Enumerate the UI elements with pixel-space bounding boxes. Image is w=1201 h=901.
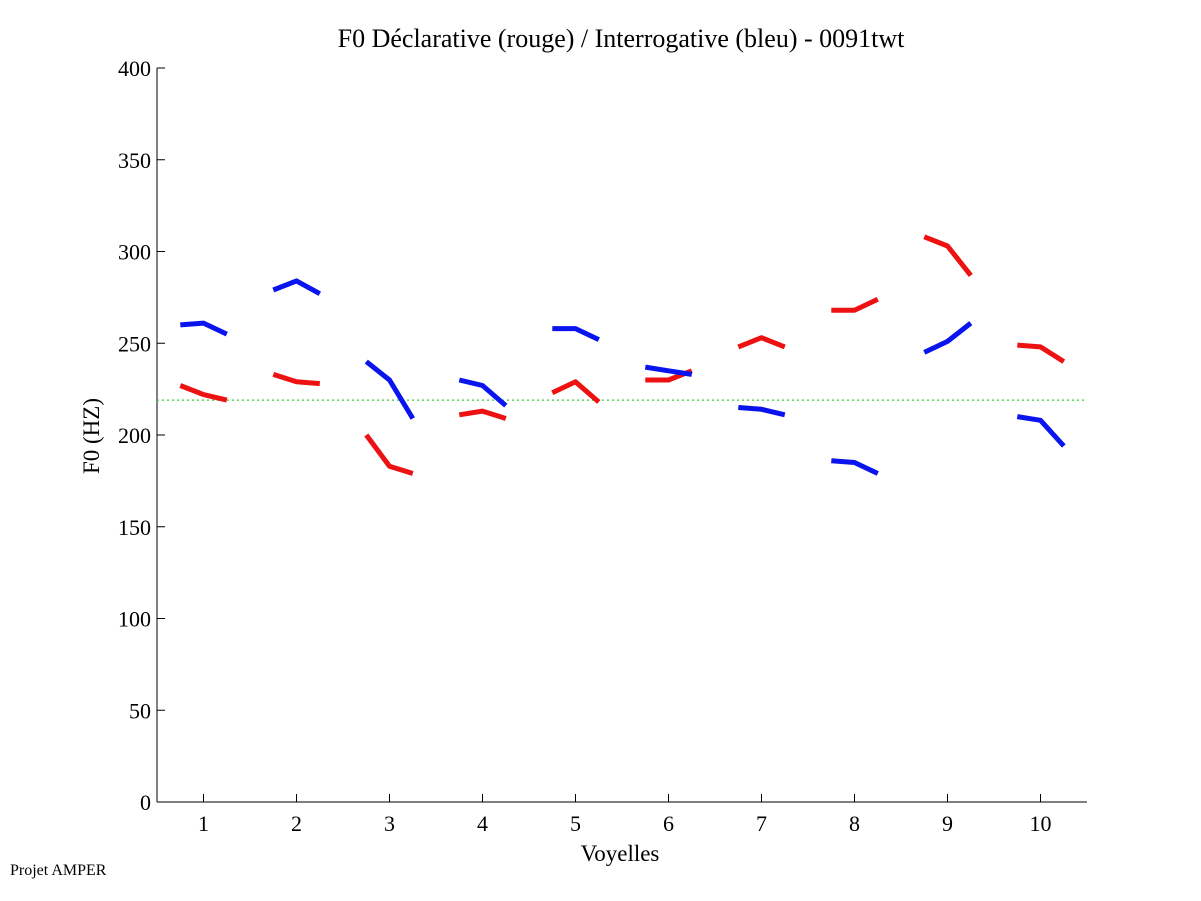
interrogative-segment-vowel-4 (458, 377, 508, 408)
declarative-segment-vowel-10 (1017, 342, 1066, 364)
interrogative-segment-vowel-7 (738, 405, 786, 418)
plot-area: 0 50 100 150 200 250 300 350 400 1 2 3 4 5 6 7 8 9 10 (118, 56, 1087, 836)
interrogative-segment-vowel-8 (831, 458, 879, 476)
x-tick-label: 6 (663, 811, 674, 836)
declarative-segment-vowel-8 (831, 296, 879, 313)
interrogative-segment-vowel-3 (364, 359, 415, 420)
x-tick-label: 9 (942, 811, 953, 836)
x-tick-label: 3 (384, 811, 395, 836)
y-axis-label: F0 (HZ) (79, 398, 104, 474)
declarative-segment-vowel-1 (179, 383, 228, 403)
interrogative-segment-vowel-9 (923, 321, 973, 355)
declarative-segment-vowel-3 (364, 433, 414, 476)
x-tick-label: 10 (1030, 811, 1052, 836)
y-tick-label: 400 (118, 56, 151, 81)
y-tick-label: 0 (140, 790, 151, 815)
interrogative-segment-vowel-6 (644, 364, 693, 377)
x-tick-label: 7 (756, 811, 767, 836)
declarative-segment-vowel-9 (923, 234, 973, 277)
x-axis-label: Voyelles (581, 841, 660, 866)
x-tick-label: 8 (849, 811, 860, 836)
chart-title: F0 Déclarative (rouge) / Interrogative (… (338, 24, 906, 53)
y-tick-label: 50 (129, 698, 151, 723)
x-tick-label: 4 (477, 811, 488, 836)
y-tick-label: 350 (118, 148, 151, 173)
x-tick-label: 5 (570, 811, 581, 836)
y-tick-label: 300 (118, 240, 151, 265)
x-tick-label: 1 (198, 811, 209, 836)
declarative-segment-vowel-5 (551, 379, 601, 404)
interrogative-segment-vowel-5 (552, 326, 600, 342)
declarative-segment-vowel-2 (272, 372, 320, 387)
y-tick-label: 150 (118, 515, 151, 540)
y-tick-label: 250 (118, 331, 151, 356)
interrogative-segment-vowel-2 (272, 278, 322, 296)
interrogative-segment-vowel-1 (180, 320, 228, 337)
x-tick-label: 2 (291, 811, 302, 836)
declarative-segment-vowel-7 (737, 335, 786, 350)
y-tick-label: 200 (118, 423, 151, 448)
y-tick-label: 100 (118, 607, 151, 632)
interrogative-segment-vowel-10 (1016, 414, 1066, 448)
declarative-segment-vowel-4 (458, 408, 507, 421)
footer-credit: Projet AMPER (10, 862, 107, 879)
